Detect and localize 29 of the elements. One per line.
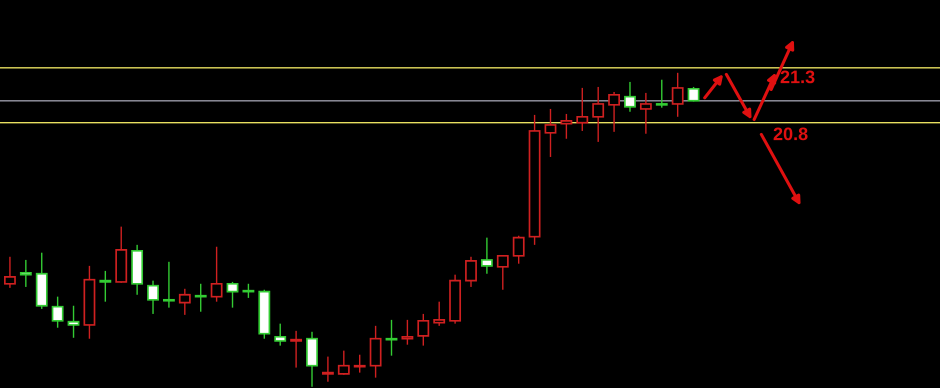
candlestick xyxy=(274,322,286,346)
candlestick xyxy=(417,313,430,346)
candlestick xyxy=(99,270,112,302)
text: 20.8 xyxy=(774,127,808,140)
candlestick xyxy=(560,113,572,140)
candlestick xyxy=(84,265,96,340)
candlestick xyxy=(370,325,382,378)
candlestick xyxy=(576,87,588,132)
candlestick xyxy=(131,244,144,296)
candlestick xyxy=(20,259,32,288)
candlestick xyxy=(242,283,254,299)
candlestick xyxy=(592,86,604,143)
candlestick xyxy=(68,305,80,338)
candlestick xyxy=(544,108,556,158)
candlestick xyxy=(672,72,684,118)
candlestick xyxy=(354,354,366,374)
candlestick xyxy=(178,288,191,316)
text: 21.3 xyxy=(780,70,814,84)
candlestick xyxy=(4,256,16,289)
candlestick xyxy=(322,356,334,382)
candlestick xyxy=(528,114,541,246)
candlestick xyxy=(163,261,175,308)
candlestick xyxy=(480,236,493,274)
candlestick xyxy=(640,92,652,134)
candlestick xyxy=(52,296,64,328)
candlestick xyxy=(290,330,302,368)
candlestick xyxy=(194,283,207,312)
candlestick xyxy=(386,319,398,356)
candlestick xyxy=(401,319,414,346)
